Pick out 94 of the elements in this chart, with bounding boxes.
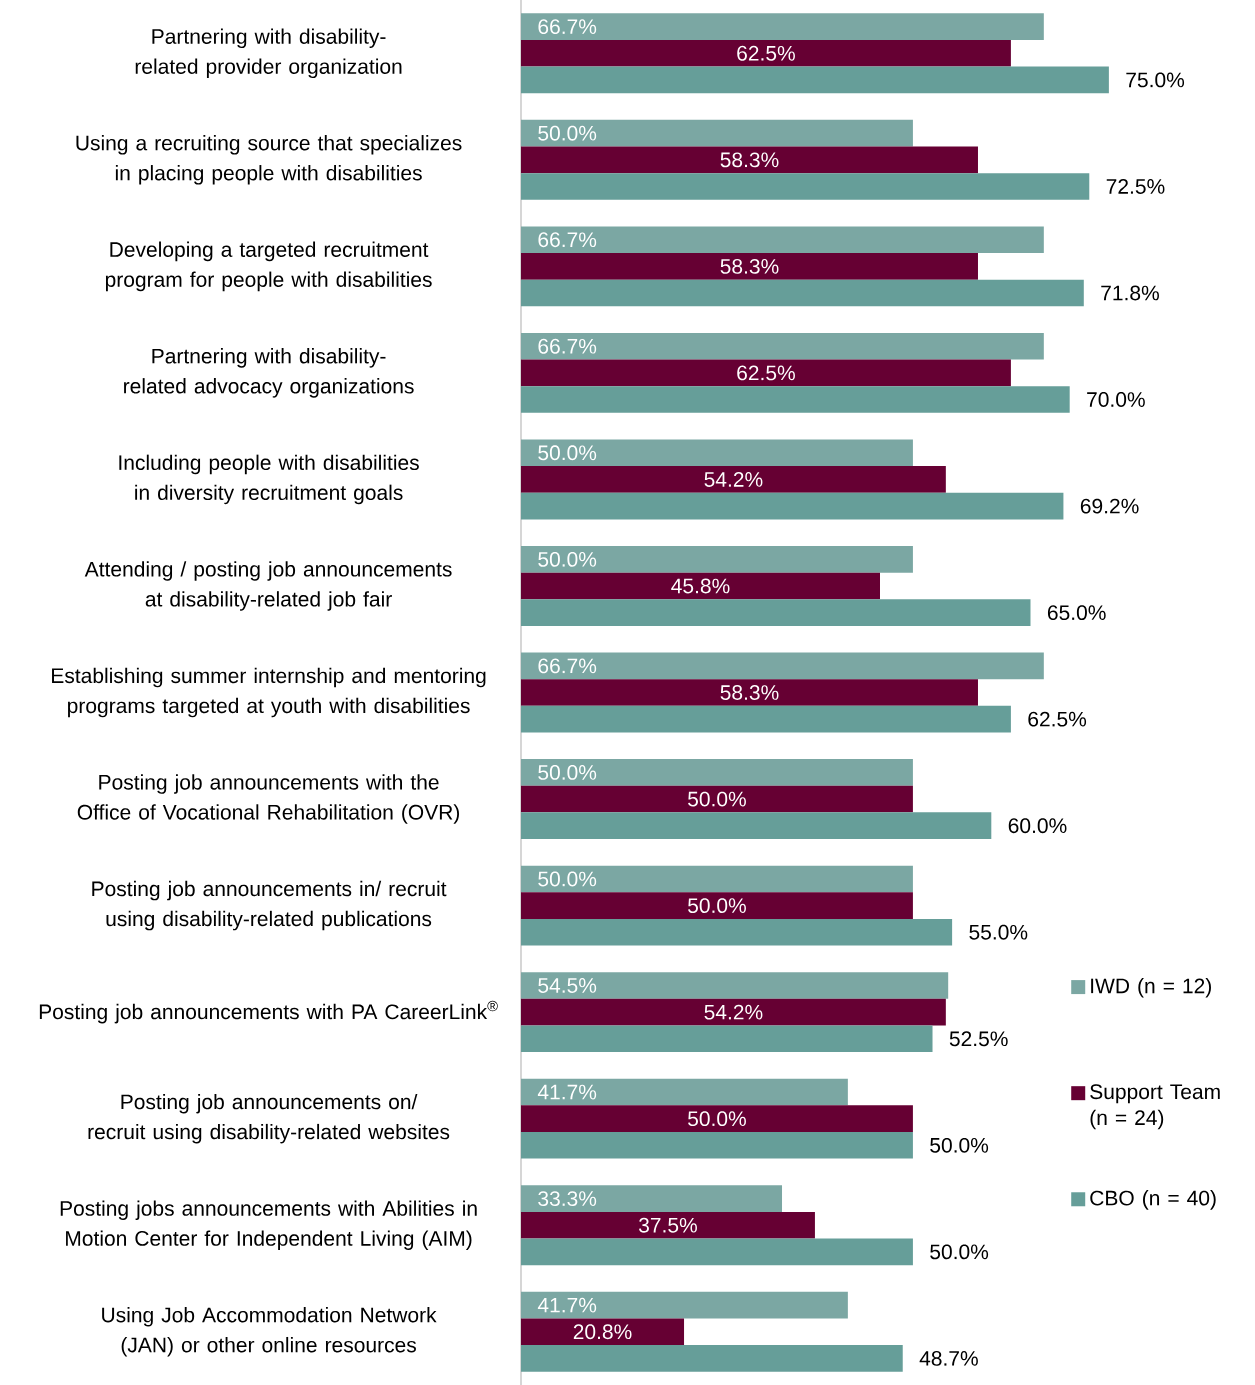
y-tick-label: Posting jobs announcements with Abilities in Motion Center for Independent Living (AIM) xyxy=(60,1200,477,1250)
bar xyxy=(521,1025,933,1053)
bar xyxy=(521,785,913,813)
y-tick-label: Posting job announcements with the Office of Vocational Rehabilitation (OVR) xyxy=(77,774,460,824)
data-label: 50.0% xyxy=(930,1244,989,1260)
data-label: 50.0% xyxy=(688,791,746,807)
bar xyxy=(521,226,1044,254)
bar xyxy=(521,1185,783,1212)
bar xyxy=(521,972,949,999)
data-label: 20.8% xyxy=(573,1324,632,1340)
bar xyxy=(521,759,913,786)
legend-label: Support Team (n = 24) xyxy=(1090,1084,1220,1130)
data-label: 69.2% xyxy=(1080,498,1139,514)
bar xyxy=(521,705,1011,733)
bar xyxy=(521,1291,848,1319)
y-tick-label: Attending / posting job announcements at disability-related job fair xyxy=(84,561,452,611)
data-label: 54.2% xyxy=(704,472,763,487)
data-label: 62.5% xyxy=(1028,711,1087,727)
data-label: 52.5% xyxy=(949,1031,1008,1047)
bar xyxy=(521,13,1044,40)
data-label: 50.0% xyxy=(538,551,597,567)
bar xyxy=(521,359,1011,387)
bar xyxy=(521,492,1064,520)
data-label: 50.0% xyxy=(930,1137,989,1153)
data-label: 66.7% xyxy=(538,338,597,354)
data-label: 50.0% xyxy=(538,125,597,141)
data-label: 50.0% xyxy=(688,898,746,914)
bar xyxy=(521,892,913,919)
data-label: 72.5% xyxy=(1106,179,1165,194)
bar xyxy=(521,652,1044,680)
y-tick-label: Using a recruiting source that specializes in placing people with disabilities xyxy=(76,135,462,185)
data-label: 33.3% xyxy=(538,1191,597,1207)
legend-label: CBO (n = 40) xyxy=(1090,1190,1216,1210)
data-label: 37.5% xyxy=(638,1217,697,1233)
bar xyxy=(521,386,1070,413)
data-label: 55.0% xyxy=(969,924,1028,940)
data-label: 70.0% xyxy=(1087,392,1145,407)
data-label: 75.0% xyxy=(1126,72,1185,88)
bar xyxy=(521,679,978,706)
data-label: 54.2% xyxy=(704,1004,763,1020)
bar xyxy=(521,1238,913,1266)
bar xyxy=(521,1078,848,1106)
data-label: 71.8% xyxy=(1101,285,1159,301)
data-label: 62.5% xyxy=(737,365,795,381)
y-tick-label: Partnering with disability-related advocacy organizations xyxy=(124,348,414,398)
bar xyxy=(521,998,946,1026)
data-label: 58.3% xyxy=(720,685,779,700)
y-tick-label: Partnering with disability-related provider organization xyxy=(135,28,402,79)
bar xyxy=(521,1105,913,1132)
data-label: 58.3% xyxy=(720,258,779,274)
y-tick-label: Establishing summer internship and mentoring programs targeted at youth with disabilities xyxy=(52,667,486,718)
data-label: 50.0% xyxy=(538,871,597,887)
bar xyxy=(521,1131,913,1159)
bar xyxy=(521,1345,903,1372)
data-label: 66.7% xyxy=(538,232,597,248)
bar xyxy=(521,39,1011,67)
data-label: 65.0% xyxy=(1047,605,1106,621)
bar xyxy=(521,918,953,946)
y-tick-label: Using Job Accommodation Network (JAN) or other online resources xyxy=(102,1306,437,1357)
data-label: 66.7% xyxy=(538,658,597,674)
data-label: 54.5% xyxy=(538,978,597,993)
data-label: 66.7% xyxy=(538,19,597,35)
data-label: 41.7% xyxy=(537,1084,597,1100)
bar xyxy=(521,146,978,174)
bar xyxy=(521,812,992,839)
bar xyxy=(521,599,1031,626)
data-label: 50.0% xyxy=(538,764,597,780)
data-label: 58.3% xyxy=(720,152,779,168)
bar xyxy=(521,66,1109,94)
bar xyxy=(521,572,880,600)
y-tick-label: Posting job announcements with PA CareerLink$^{®}$ xyxy=(39,1000,498,1024)
bar xyxy=(521,332,1044,360)
bar xyxy=(521,253,978,280)
data-label: 50.0% xyxy=(688,1111,746,1127)
bar xyxy=(521,1318,685,1346)
data-label: 41.7% xyxy=(537,1297,597,1313)
bar xyxy=(521,439,913,467)
y-tick-label: Posting job announcements on/ recruit using disability-related websites xyxy=(88,1093,450,1144)
bar xyxy=(521,173,1090,200)
data-label: 50.0% xyxy=(538,445,597,461)
y-tick-label: Posting job announcements in/ recruit using disability-related publications xyxy=(92,880,447,931)
data-label: 48.7% xyxy=(919,1350,978,1366)
legend-label: IWD (n = 12) xyxy=(1091,977,1211,998)
bar xyxy=(521,119,913,147)
bar xyxy=(521,279,1084,307)
bar xyxy=(521,466,946,493)
bar xyxy=(521,1211,815,1239)
data-label: 45.8% xyxy=(671,578,730,594)
data-label: 62.5% xyxy=(737,45,795,61)
y-tick-label: Including people with disabilities in diversity recruitment goals xyxy=(119,454,419,505)
data-label: 60.0% xyxy=(1008,818,1067,834)
y-tick-label: Developing a targeted recruitment program for people with disabilities xyxy=(105,241,432,292)
bar xyxy=(521,865,913,893)
bar xyxy=(521,546,913,573)
